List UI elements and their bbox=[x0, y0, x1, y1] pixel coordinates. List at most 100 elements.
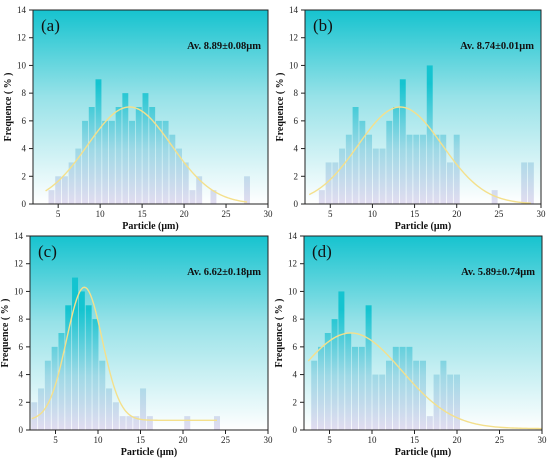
histogram-bar bbox=[527, 162, 534, 204]
x-tick-label: 30 bbox=[264, 435, 274, 445]
histogram-bar bbox=[189, 190, 196, 204]
x-tick-label: 10 bbox=[368, 209, 378, 219]
histogram-bar bbox=[332, 162, 339, 204]
x-tick-label: 10 bbox=[94, 435, 104, 445]
y-tick-label: 6 bbox=[22, 116, 27, 126]
histogram-bar bbox=[379, 148, 386, 204]
x-tick-label: 25 bbox=[494, 209, 504, 219]
histogram-bar bbox=[140, 388, 147, 430]
y-tick-label: 14 bbox=[14, 231, 24, 241]
x-tick-label: 15 bbox=[138, 209, 148, 219]
x-tick-label: 25 bbox=[222, 209, 232, 219]
histogram-bar bbox=[521, 162, 528, 204]
histogram-bar bbox=[108, 120, 115, 204]
histogram-bar bbox=[31, 402, 38, 430]
x-tick-label: 20 bbox=[452, 209, 462, 219]
histogram-bar bbox=[406, 134, 413, 204]
histogram-bar bbox=[88, 107, 95, 204]
x-tick-label: 25 bbox=[495, 435, 505, 445]
histogram-bar bbox=[112, 402, 119, 430]
histogram-bar bbox=[345, 333, 352, 430]
histogram-bar bbox=[365, 305, 372, 430]
plot-frame bbox=[303, 235, 543, 431]
y-tick-label: 14 bbox=[289, 5, 299, 15]
histogram-bar bbox=[169, 134, 176, 204]
x-tick-label: 5 bbox=[327, 435, 332, 445]
histogram-bar bbox=[95, 79, 102, 204]
histogram-bar bbox=[142, 93, 149, 204]
histogram-bar bbox=[331, 319, 338, 430]
histogram-bar bbox=[135, 107, 142, 204]
histogram-bar bbox=[413, 134, 420, 204]
histogram-bar bbox=[126, 416, 133, 430]
x-axis-title: Particle (μm) bbox=[122, 221, 178, 232]
gaussian-fit-curve bbox=[307, 332, 543, 430]
y-axis-title: Frequence ( % ) bbox=[274, 299, 285, 368]
histogram-bar bbox=[386, 360, 392, 430]
panel-label: (c) bbox=[38, 242, 57, 261]
histogram-bar bbox=[214, 416, 220, 430]
histogram-bar bbox=[318, 346, 324, 430]
x-tick-label: 20 bbox=[453, 435, 463, 445]
histogram-bar bbox=[324, 333, 331, 430]
histogram-bar bbox=[339, 148, 346, 204]
x-tick-label: 10 bbox=[368, 435, 378, 445]
x-axis-title: Particle (μm) bbox=[395, 447, 451, 458]
histogram-bar bbox=[393, 107, 399, 204]
histogram-bar bbox=[352, 346, 358, 430]
panel-label: (a) bbox=[41, 16, 60, 35]
average-size-annotation: Av. 8.74±0.01μm bbox=[460, 41, 534, 52]
histogram-bar bbox=[366, 134, 373, 204]
x-tick-label: 20 bbox=[179, 435, 189, 445]
histogram-bar bbox=[491, 190, 498, 204]
x-tick-label: 20 bbox=[180, 209, 190, 219]
histogram-bar bbox=[184, 416, 191, 430]
y-tick-label: 8 bbox=[294, 88, 299, 98]
histogram-bar bbox=[406, 346, 413, 430]
average-size-annotation: Av. 6.62±0.18μm bbox=[187, 267, 261, 278]
gaussian-fit-curve bbox=[31, 286, 217, 421]
histogram-bar bbox=[78, 291, 85, 430]
histogram-bar bbox=[48, 190, 55, 204]
histogram-bar bbox=[447, 374, 454, 430]
histogram-bar bbox=[38, 388, 45, 430]
histogram-bar bbox=[133, 416, 140, 430]
histogram-bar bbox=[345, 134, 352, 204]
histogram-bar bbox=[433, 134, 440, 204]
gaussian-fit-curve bbox=[45, 106, 248, 203]
y-tick-label: 0 bbox=[22, 199, 27, 209]
y-axis-title: Frequence ( % ) bbox=[0, 299, 11, 368]
histogram-bar bbox=[440, 134, 447, 204]
y-tick-label: 8 bbox=[293, 314, 298, 324]
y-tick-label: 2 bbox=[19, 397, 24, 407]
histogram-bar bbox=[55, 176, 62, 204]
y-tick-label: 14 bbox=[288, 231, 298, 241]
histogram-bar bbox=[99, 360, 106, 430]
histogram-bar bbox=[352, 107, 359, 204]
y-tick-label: 0 bbox=[294, 199, 299, 209]
histogram-bar bbox=[325, 162, 332, 204]
y-tick-label: 6 bbox=[19, 342, 24, 352]
plot-frame bbox=[29, 235, 269, 431]
histogram-bar bbox=[92, 319, 99, 430]
x-tick-label: 5 bbox=[53, 435, 58, 445]
histogram-bar bbox=[338, 291, 345, 430]
panel-2: 5 10 15 20 25 30 0 2 4 6 8 10 12 14 Particle (μm) Frequ… bbox=[275, 5, 546, 232]
y-tick-label: 4 bbox=[22, 144, 27, 154]
y-tick-label: 6 bbox=[293, 342, 298, 352]
y-tick-label: 4 bbox=[293, 370, 298, 380]
panel-label: (d) bbox=[312, 242, 332, 261]
histogram-bar bbox=[176, 148, 182, 204]
y-tick-label: 2 bbox=[22, 171, 27, 181]
y-tick-label: 4 bbox=[19, 370, 24, 380]
x-axis-title: Particle (μm) bbox=[395, 221, 451, 232]
x-tick-label: 15 bbox=[410, 209, 420, 219]
y-tick-label: 12 bbox=[289, 33, 298, 43]
y-tick-label: 8 bbox=[22, 88, 27, 98]
y-axis-title: Frequence ( % ) bbox=[275, 73, 286, 142]
histogram-bar bbox=[440, 360, 447, 430]
histogram-bar bbox=[119, 416, 126, 430]
histogram-bar bbox=[311, 360, 318, 430]
y-tick-label: 2 bbox=[294, 171, 299, 181]
